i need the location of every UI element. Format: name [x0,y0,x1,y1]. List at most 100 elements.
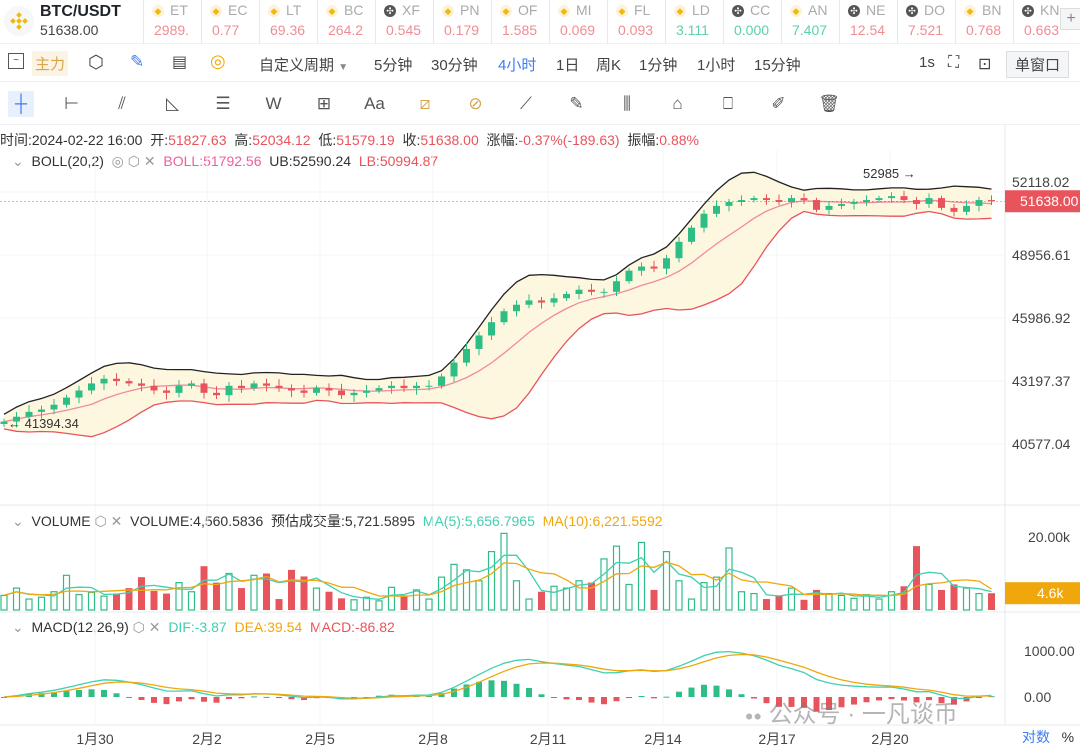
volume-bar [825,592,833,611]
ticker-item[interactable]: ◆ MI 0.069 [549,0,607,44]
template-icon[interactable]: ▤ [172,54,188,71]
macd-name: MACD(12,26,9) [31,619,129,635]
ticker-item[interactable]: ◆ BC 264.2 [317,0,375,44]
volume-bar [350,599,358,611]
window-mode-dropdown[interactable]: 单窗口 [1006,51,1070,78]
macd-histogram-bar [88,689,95,697]
volume-bar [0,594,8,611]
volume-bar [250,574,258,611]
interval-button[interactable]: 1s [919,54,935,71]
volume-bar [737,591,746,611]
candle-body [275,385,283,389]
collapse-chevron-icon[interactable]: ⌄ [12,513,24,529]
period-0[interactable]: 5分钟 [374,57,413,74]
period-7[interactable]: 15分钟 [754,57,801,74]
candle-body [500,311,508,323]
settings-icon[interactable]: ⬡ [132,619,145,635]
ticker-item[interactable]: ✣ DO 7.521 [897,0,955,44]
ticker-item[interactable]: ◆ ET 2989. [143,0,201,44]
volume-bar [962,587,971,611]
parallel-channel-icon[interactable]: ⫽ [118,94,126,113]
measure-box-icon[interactable]: ⊞ [316,94,332,113]
log-scale-button[interactable]: 对数 [1022,729,1050,745]
binance-icon: ◆ [500,5,512,17]
ruler-gold-icon[interactable]: ⧄ [419,94,431,113]
main-indicator-button[interactable]: 主力 [32,51,69,76]
ticker-price: 12.54 [850,22,886,38]
chart-type-icon[interactable]: ~ [8,53,24,69]
candle-body [288,388,295,391]
boll-lb-value: LB:50994.87 [358,153,439,169]
period-4[interactable]: 周K [596,57,622,74]
candle-body [413,385,420,389]
candle-body [400,385,408,389]
custom-period-dropdown[interactable]: 自定义周期 ▼ [259,54,348,75]
period-6[interactable]: 1小时 [697,57,736,74]
collapse-chevron-icon[interactable]: ⌄ [12,619,24,635]
horizontal-line-icon[interactable]: ⊢ [64,94,79,113]
ticker-item[interactable]: ◆ LD 3.111 [665,0,723,44]
estimated-volume: 预估成交量:5,721.5895 [271,513,416,529]
period-1[interactable]: 30分钟 [431,57,478,74]
close-icon[interactable]: ✕ [110,513,123,529]
add-ticker-button[interactable]: + [1060,8,1080,30]
volume-bar [887,591,896,611]
candle-body [250,383,258,389]
ticker-item[interactable]: ✣ KN 0.663 [1013,0,1071,44]
settings-icon[interactable]: ⬡ [94,513,107,529]
boll-name: BOLL(20,2) [31,153,104,169]
fib-lines-icon[interactable]: ☰ [215,94,231,113]
macd-histogram-bar [688,687,695,697]
ticker-item[interactable]: ✣ NE 12.54 [839,0,897,44]
fullscreen-icon[interactable]: ⛶ [948,54,960,71]
period-5[interactable]: 1分钟 [639,57,678,74]
symbol-name[interactable]: BTC/USDT [40,3,121,20]
pen-icon[interactable]: ✎ [569,94,584,113]
volume-bar [12,587,21,611]
lock-icon[interactable]: ⌂ [672,94,683,113]
ticker-item[interactable]: ◆ OF 1.585 [491,0,549,44]
pencil-icon[interactable]: ✎ [130,52,145,71]
candle-body [438,376,445,386]
ticker-name: PN [460,2,480,18]
magnet-icon[interactable]: ⊘ [468,94,483,113]
bookmark-icon[interactable]: ⎕ [722,94,734,113]
text-icon[interactable]: Aa [364,94,385,113]
close-icon[interactable]: ✕ [148,619,161,635]
ticker-item[interactable]: ◆ EC 0.77 [201,0,259,44]
ticker-item[interactable]: ✣ CC 0.000 [723,0,781,44]
timer-icon[interactable]: ◎ [210,51,226,71]
period-3[interactable]: 1日 [556,57,580,74]
ruler-icon[interactable]: ⟋ [520,94,532,113]
ticker-item[interactable]: ◆ PN 0.179 [433,0,491,44]
settings-icon[interactable]: ⬡ [127,153,141,169]
period-2[interactable]: 4小时 [498,57,537,74]
low-value: 51579.19 [336,132,395,148]
bars-pattern-icon[interactable]: ⫼ [623,94,631,113]
volume-bar [525,598,533,611]
ticker-item[interactable]: ◆ LT 69.36 [259,0,317,44]
crosshair-icon[interactable]: ┼ [8,91,34,117]
trash-icon[interactable]: 🗑 [818,94,840,113]
settings-hex-icon[interactable]: ⬡ [88,52,104,72]
ticker-item[interactable]: ✣ XF 0.545 [375,0,433,44]
eye-icon[interactable]: ◎ [111,153,124,169]
collapse-chevron-icon[interactable]: ⌄ [12,153,24,169]
note-icon[interactable]: ✐ [771,94,786,113]
ticker-item[interactable]: ◆ FL 0.093 [607,0,665,44]
ticker-name: FL [634,2,651,18]
triangle-icon[interactable]: ◺ [165,94,180,113]
macd-histogram-bar [988,696,995,698]
ticker-name: NE [866,2,886,18]
ticker-item[interactable]: ◆ AN 7.407 [781,0,839,44]
volume-bar [100,595,108,611]
close-icon[interactable]: ✕ [143,153,156,169]
wave-icon[interactable]: W [265,94,282,113]
screenshot-icon[interactable]: ⊡ [978,56,992,73]
percent-scale-button[interactable]: % [1061,729,1075,745]
ticker-name: ET [170,2,188,18]
volume-bar [387,586,396,611]
ticker-item[interactable]: ◆ BN 0.768 [955,0,1013,44]
price-tick-label: 48956.61 [1012,247,1071,263]
